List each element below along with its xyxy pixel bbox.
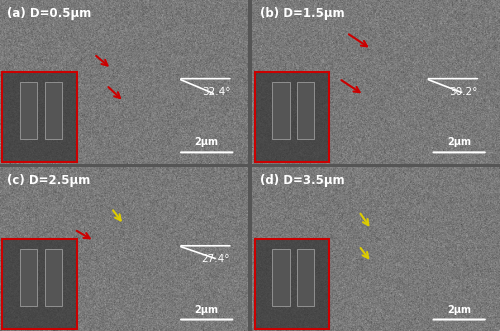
Bar — [20, 82, 37, 139]
Text: (b) D=1.5μm: (b) D=1.5μm — [260, 7, 344, 20]
Text: 27.4°: 27.4° — [202, 254, 230, 264]
Bar — [44, 82, 62, 139]
Text: (d) D=3.5μm: (d) D=3.5μm — [260, 174, 344, 187]
Bar — [255, 239, 329, 329]
Bar — [255, 239, 329, 329]
Bar — [255, 72, 329, 162]
Text: (a) D=0.5μm: (a) D=0.5μm — [8, 7, 91, 20]
Text: (c) D=2.5μm: (c) D=2.5μm — [8, 174, 90, 187]
Bar — [2, 239, 76, 329]
Bar — [2, 239, 76, 329]
Text: 2μm: 2μm — [194, 305, 218, 314]
Bar — [297, 82, 314, 139]
Bar — [20, 249, 37, 307]
Bar — [2, 72, 76, 162]
Bar — [272, 249, 289, 307]
Bar — [297, 249, 314, 307]
Bar — [2, 72, 76, 162]
Text: 2μm: 2μm — [194, 137, 218, 148]
Bar — [255, 72, 329, 162]
Text: 2μm: 2μm — [447, 137, 471, 148]
Text: 2μm: 2μm — [447, 305, 471, 314]
Text: 32.4°: 32.4° — [202, 87, 230, 97]
Bar — [44, 249, 62, 307]
Bar — [272, 82, 289, 139]
Text: 30.2°: 30.2° — [450, 87, 477, 97]
